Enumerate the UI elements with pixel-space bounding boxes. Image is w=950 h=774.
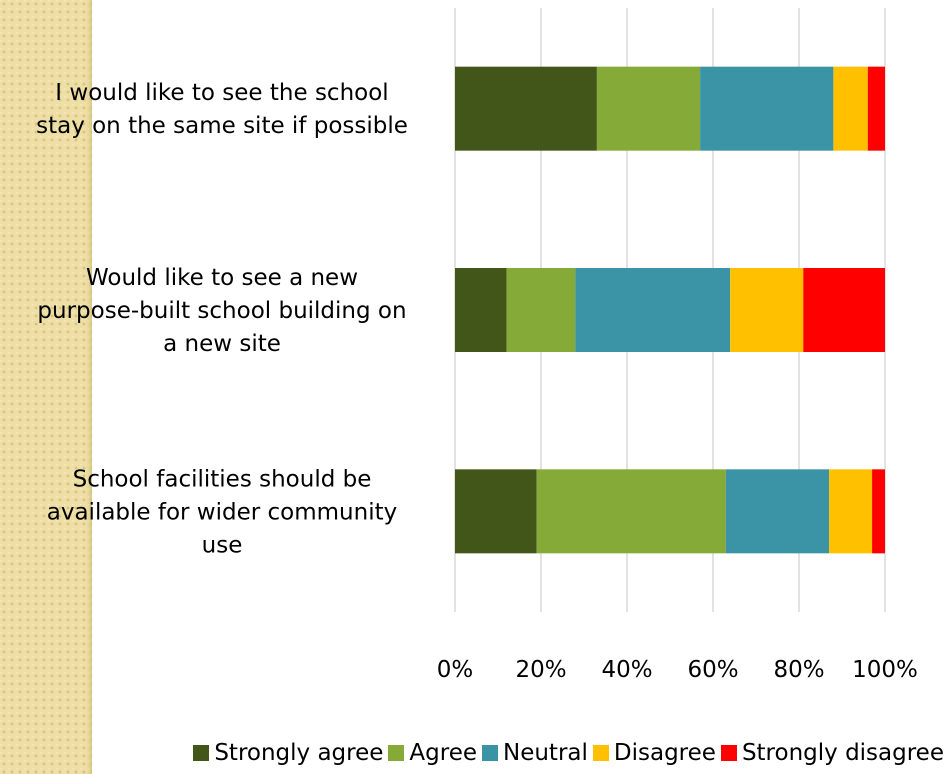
bar-segment [867,66,885,151]
bar-segment [575,268,731,352]
legend-label: Agree [409,740,477,766]
x-tick-label: 0% [437,657,474,683]
bar-segment [803,268,885,352]
x-tick-label: 100% [852,657,918,683]
x-tick-label: 60% [687,657,738,683]
category-label: Would like to see a new purpose-built sch… [37,265,406,357]
legend-label: Disagree [613,740,716,766]
bar-segment [829,469,873,554]
legend-label: Neutral [503,740,588,766]
legend-label: Strongly disagree [741,740,944,766]
legend-swatch [720,745,737,761]
legend-item: Strongly agree [193,740,383,766]
legend-item: Agree [388,740,477,766]
legend-swatch [592,745,609,761]
bar-segment [536,469,726,554]
legend-item: Neutral [482,740,588,766]
x-tick-label: 40% [601,657,652,683]
category-label: School facilities should be available for… [47,466,397,558]
bar-segment [700,66,834,151]
bar-segment [872,469,885,554]
bar-segment [455,66,597,151]
legend-item: Disagree [592,740,716,766]
bar-segment [506,268,576,352]
bar-segment [596,66,701,151]
x-tick-label: 20% [515,657,566,683]
category-label: I would like to see the school stay on th… [36,80,408,139]
legend-label: Strongly agree [214,740,384,766]
x-tick-label: 80% [773,657,824,683]
decorative-strip [0,0,92,774]
legend-swatch [482,745,498,761]
bar-segment [833,66,868,151]
legend: Strongly agree Agree Neutral Disagree Strong… [0,735,944,771]
bar-segment [725,469,830,554]
legend-item: Strongly disagree [720,740,944,766]
bar-segment [455,469,537,554]
bar-segment [730,268,804,352]
legend-swatch [193,745,210,761]
legend-swatch [388,745,405,761]
bar-segment [455,268,507,352]
